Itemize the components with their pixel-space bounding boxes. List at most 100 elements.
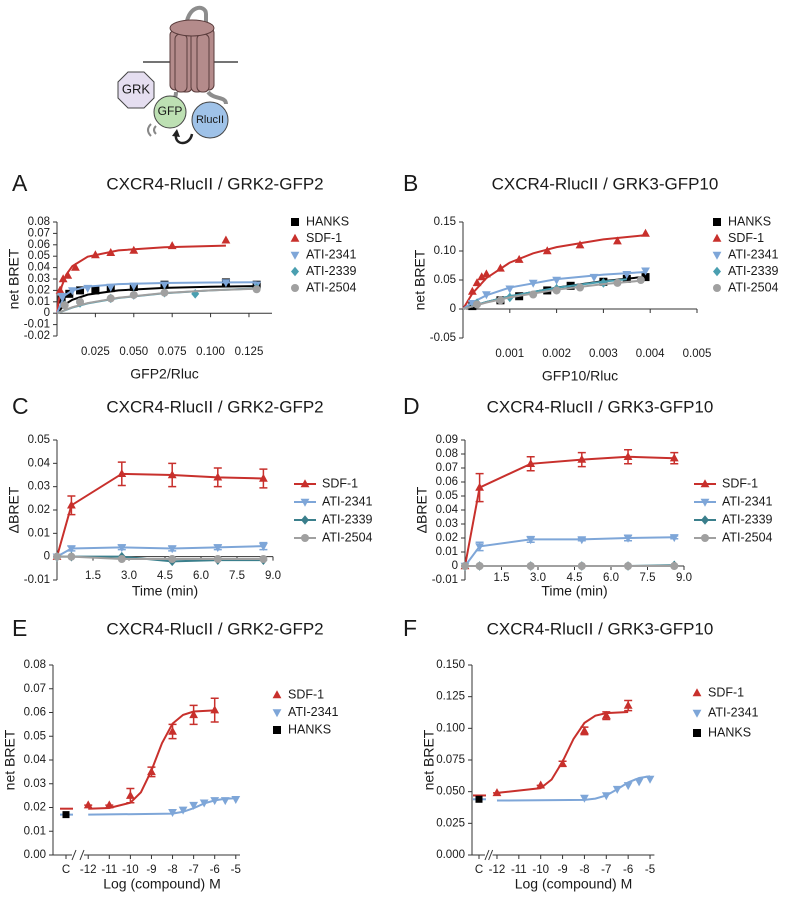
legend-marker xyxy=(300,498,310,507)
marker xyxy=(461,562,469,570)
marker xyxy=(67,500,76,509)
legend-marker xyxy=(712,251,722,260)
legend-label: ATI-2339 xyxy=(322,512,373,526)
marker xyxy=(669,534,679,543)
chart-title: CXCR4-RlucII / GRK2-GFP2 xyxy=(106,397,323,416)
marker xyxy=(492,788,502,797)
marker xyxy=(178,806,188,815)
y-axis-label: net BRET xyxy=(421,729,437,790)
marker xyxy=(125,790,135,799)
y-tick-label: -0.01 xyxy=(24,574,50,586)
legend-label: HANKS xyxy=(306,214,349,228)
marker xyxy=(552,276,561,285)
grk-label: GRK xyxy=(122,81,151,96)
y-tick-label: 0.10 xyxy=(434,245,456,257)
marker xyxy=(129,245,139,254)
marker xyxy=(210,797,220,806)
marker xyxy=(53,552,61,561)
series-line xyxy=(56,472,264,557)
marker xyxy=(67,545,76,554)
x-tick-label: -9 xyxy=(557,864,567,876)
legend-marker xyxy=(692,688,702,697)
marker xyxy=(220,797,230,806)
fit-curve xyxy=(462,234,646,310)
marker xyxy=(472,278,482,287)
panel-letter: C xyxy=(12,393,29,419)
arrow-head xyxy=(172,129,180,137)
marker xyxy=(117,555,126,563)
x-tick-label: 3.0 xyxy=(530,572,546,584)
x-tick-label: -7 xyxy=(189,864,199,876)
marker xyxy=(213,544,223,553)
legend-marker xyxy=(700,498,710,507)
x-tick-label: 0.003 xyxy=(589,348,618,360)
legend-marker xyxy=(291,284,299,292)
y-tick-label: 0.06 xyxy=(436,476,458,488)
x-tick-label: 0.125 xyxy=(235,346,264,358)
chart-title: CXCR4-RlucII / GRK2-GFP2 xyxy=(106,174,323,193)
marker xyxy=(199,799,209,808)
fit-curve xyxy=(56,287,257,315)
y-tick-label: 0.07 xyxy=(24,683,46,695)
marker xyxy=(622,271,632,279)
y-axis-label: net BRET xyxy=(412,249,428,310)
y-tick-label: 0.08 xyxy=(24,659,46,671)
marker xyxy=(613,236,622,245)
legend-label: HANKS xyxy=(728,214,771,228)
x-tick-label: 0.025 xyxy=(81,346,110,358)
chart-panel: A CXCR4-RlucII / GRK2-GFP2 net BRET GFP2/Rl… xyxy=(6,170,357,382)
marker xyxy=(117,469,127,478)
legend-marker xyxy=(692,709,702,718)
legend-marker xyxy=(712,233,722,242)
marker xyxy=(473,300,482,309)
x-tick-label: 6.0 xyxy=(603,572,619,584)
x-tick-label: -5 xyxy=(645,864,655,876)
gfp-label: GFP xyxy=(158,104,183,118)
x-tick-label: -7 xyxy=(601,864,611,876)
x-tick-label: 7.5 xyxy=(640,572,656,584)
marker xyxy=(167,241,177,250)
x-tick-label: -10 xyxy=(532,864,549,876)
chart-title: CXCR4-RlucII / GRK3-GFP10 xyxy=(487,619,714,638)
series-line xyxy=(56,545,264,558)
legend-marker xyxy=(300,479,310,488)
marker xyxy=(62,811,70,819)
x-axis-label: Time (min) xyxy=(541,583,607,599)
marker xyxy=(577,454,587,463)
y-tick-label: 0.04 xyxy=(28,262,51,274)
marker xyxy=(129,290,138,299)
y-tick-label: 0.05 xyxy=(434,274,456,286)
marker xyxy=(526,562,535,570)
y-tick-label: 0.08 xyxy=(28,216,50,228)
grk-shape xyxy=(117,71,155,109)
y-tick-label: 0.01 xyxy=(28,527,50,539)
series-line xyxy=(464,455,675,567)
gfp-shape xyxy=(153,95,187,129)
y-tick-label: 0.05 xyxy=(24,730,46,742)
y-tick-label: 0 xyxy=(450,303,456,315)
y-tick-label: 0.150 xyxy=(436,659,465,671)
marker xyxy=(601,710,611,719)
marker xyxy=(589,273,599,282)
legend-label: ATI-2341 xyxy=(288,705,339,719)
y-tick-label: 0.01 xyxy=(28,296,50,308)
marker xyxy=(475,543,484,552)
x-tick-label: 4.5 xyxy=(567,572,583,584)
marker xyxy=(83,284,93,293)
legend-marker xyxy=(713,284,721,292)
x-tick-label: 6.0 xyxy=(193,570,209,582)
marker xyxy=(576,283,584,292)
legend-marker xyxy=(272,709,282,718)
axis-break xyxy=(488,849,494,861)
y-tick-label: 0 xyxy=(44,551,50,563)
x-tick-label: 0.050 xyxy=(119,346,148,358)
x-tick-label: 3.0 xyxy=(121,570,137,582)
marker xyxy=(168,555,177,563)
y-axis-label: ΔBRET xyxy=(414,486,430,533)
marker xyxy=(167,545,177,554)
legend-marker xyxy=(301,534,309,542)
marker xyxy=(55,285,65,294)
y-tick-label: 0.09 xyxy=(436,434,458,446)
marker xyxy=(613,278,622,287)
chart-panel: F CXCR4-RlucII / GRK3-GFP10 net BRET Log (c… xyxy=(403,615,759,892)
